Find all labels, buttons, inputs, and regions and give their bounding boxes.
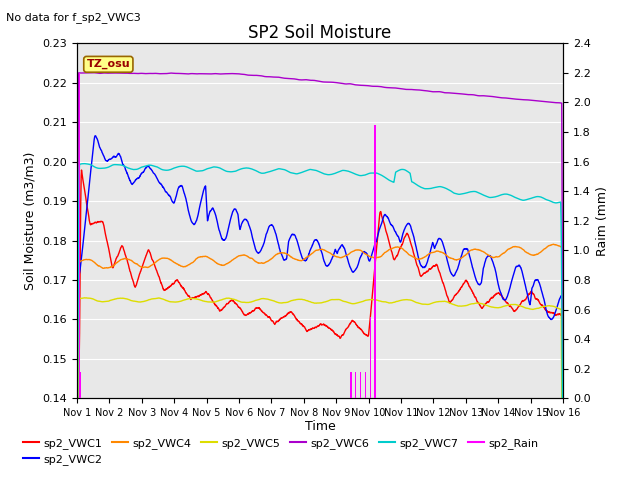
Bar bbox=[374, 125, 376, 398]
Text: No data for f_sp2_VWC3: No data for f_sp2_VWC3 bbox=[6, 12, 141, 23]
Bar bbox=[350, 372, 351, 398]
Text: TZ_osu: TZ_osu bbox=[86, 59, 130, 70]
Bar bbox=[355, 372, 356, 398]
Legend: sp2_VWC1, sp2_VWC2, sp2_VWC4, sp2_VWC5, sp2_VWC6, sp2_VWC7, sp2_Rain: sp2_VWC1, sp2_VWC2, sp2_VWC4, sp2_VWC5, … bbox=[19, 433, 543, 469]
Y-axis label: Soil Moisture (m3/m3): Soil Moisture (m3/m3) bbox=[24, 152, 36, 290]
X-axis label: Time: Time bbox=[305, 420, 335, 432]
Bar bbox=[365, 372, 366, 398]
Bar bbox=[369, 317, 371, 398]
Bar bbox=[79, 73, 80, 398]
Title: SP2 Soil Moisture: SP2 Soil Moisture bbox=[248, 24, 392, 42]
Bar bbox=[79, 372, 81, 398]
Bar bbox=[360, 372, 361, 398]
Y-axis label: Raim (mm): Raim (mm) bbox=[596, 186, 609, 256]
